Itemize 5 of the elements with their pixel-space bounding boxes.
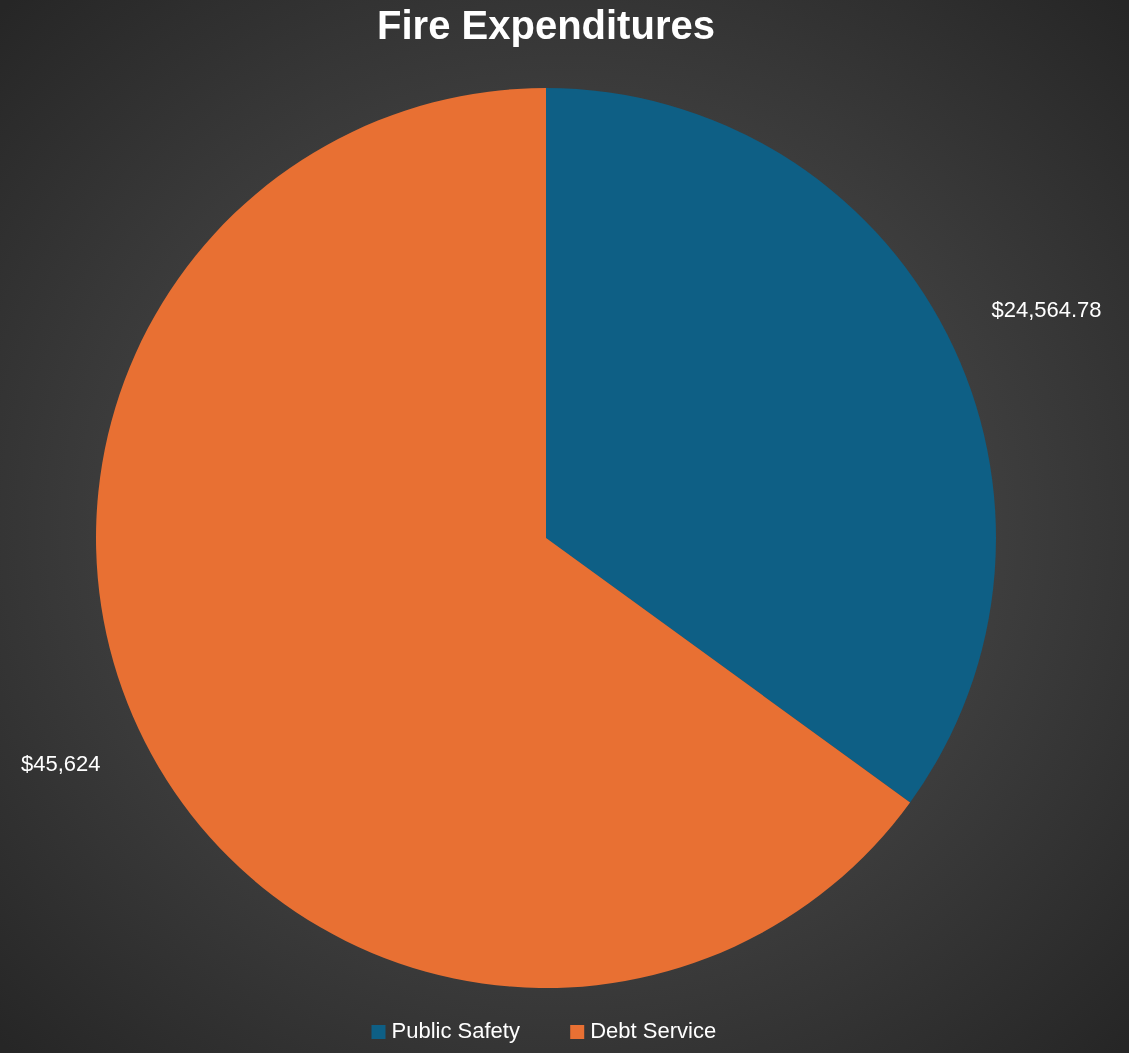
data-label: $45,624 [20,750,101,776]
legend-label: Debt Service [590,1017,717,1043]
legend-label: Public Safety [391,1017,520,1043]
data-label: $24,564.78 [991,296,1102,322]
chart-title: Fire Expenditures [377,2,715,47]
